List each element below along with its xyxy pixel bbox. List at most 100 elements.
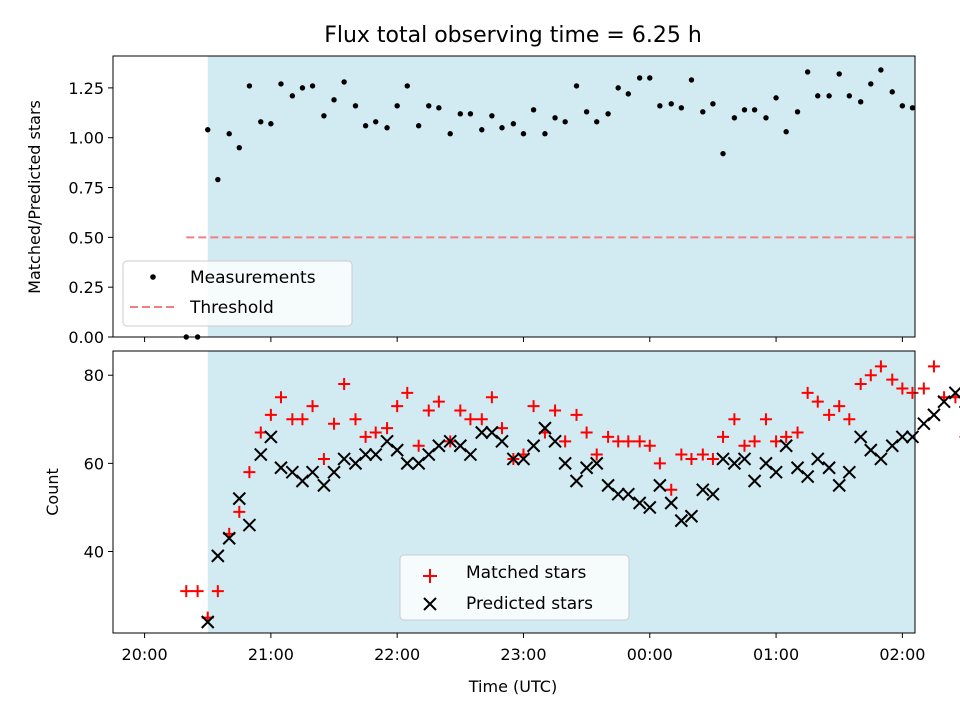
predicted-star-point [747,474,762,488]
x-tick-label: 00:00 [627,645,673,664]
measurement-point [299,85,306,91]
matched-star-point [906,386,919,399]
matched-star-point [349,413,362,426]
matched-star-point [359,430,372,443]
legend-matched-marker [423,569,437,583]
measurement-point [700,109,706,115]
matched-star-point [496,422,509,435]
predicted-star-point [590,456,604,471]
measurement-point [636,75,643,81]
predicted-star-point [937,394,951,409]
matched-star-point [738,439,751,452]
matched-star-point [233,505,246,518]
matched-star-point [602,430,615,443]
x-tick-label: 20:00 [122,645,168,664]
matched-star-point [391,400,404,413]
measurement-point [542,131,548,137]
x-axis-label: Time (UTC) [468,677,557,696]
predicted-star-point [579,461,594,475]
measurement-point [530,107,537,113]
matched-star-point [927,360,940,373]
predicted-star-point [337,452,351,466]
measurement-point [436,105,442,111]
predicted-star-point [463,447,478,462]
measurement-point [278,81,284,87]
predicted-star-point [506,452,521,466]
predicted-star-point [558,456,572,471]
measurement-point [289,93,296,99]
predicted-star-point [368,447,383,462]
matched-star-point [886,373,899,386]
matched-star-point [381,422,394,435]
predicted-star-point [232,491,247,506]
measurement-point [763,115,769,121]
measurement-point [878,67,884,73]
predicted-star-point [274,461,288,475]
bottom-y-tick-label: 40 [84,542,104,561]
legend-threshold-label: Threshold [189,298,274,318]
matched-star-point [696,448,709,461]
matched-star-point [770,435,783,448]
predicted-star-point [811,452,825,466]
measurement-point [331,97,337,103]
measurement-point [794,109,801,115]
matched-star-point [748,435,761,448]
measurement-point [562,119,568,125]
matched-star-point [633,435,646,448]
predicted-star-point [832,478,846,493]
matched-star-point [328,417,341,430]
predicted-star-point [664,496,678,510]
measurement-point [205,127,211,133]
matched-star-point [854,378,867,391]
bottom-y-tick-label: 80 [84,366,104,385]
predicted-star-point [495,434,509,449]
matched-star-point [896,382,909,395]
measurement-point [815,93,821,99]
measurement-point [751,107,758,113]
measurement-point [773,95,779,101]
measurement-point [362,123,369,129]
x-tick-label: 01:00 [753,645,799,664]
measurement-point [415,123,422,129]
matched-star-point [243,466,256,479]
predicted-star-point [706,487,720,501]
measurement-point [615,85,621,91]
predicted-star-point [211,549,225,563]
matched-star-point [843,413,856,426]
bottom-legend: Matched stars Predicted stars [399,554,630,621]
measurement-point [688,77,695,83]
bottom-legend-box [399,554,630,621]
matched-star-point [811,395,824,408]
predicted-star-point [358,447,373,462]
measurement-point [573,83,580,89]
matched-star-point [527,400,540,413]
predicted-star-point [696,483,710,497]
matched-star-point [675,448,688,461]
measurement-point [236,144,242,151]
predicted-star-point [643,500,657,515]
top-y-tick-label: 0.75 [68,179,104,198]
measurement-point [341,79,347,85]
top-legend-box [122,260,353,327]
predicted-star-point [475,425,489,440]
predicted-star-point [201,615,215,629]
matched-star-point [254,426,267,439]
measurement-point [467,111,474,117]
bottom-panel: 40 60 80 20:00 21:00 22:00 23:00 00:00 01:00 02:… [43,350,960,696]
matched-star-point [917,382,930,395]
matched-star-point [706,452,719,465]
predicted-star-point [432,439,446,453]
predicted-star-point [569,474,584,488]
matched-star-point [274,391,287,404]
measurement-point [836,71,842,77]
predicted-star-point [927,408,941,422]
matched-star-point [653,457,666,470]
measurement-point [447,131,453,137]
top-panel-frame [112,55,916,338]
predicted-star-point [737,452,752,466]
matched-star-point [570,408,583,421]
measurement-point [647,75,653,81]
predicted-star-point [779,439,793,453]
measurement-point [657,103,663,109]
matched-star-point [432,395,445,408]
